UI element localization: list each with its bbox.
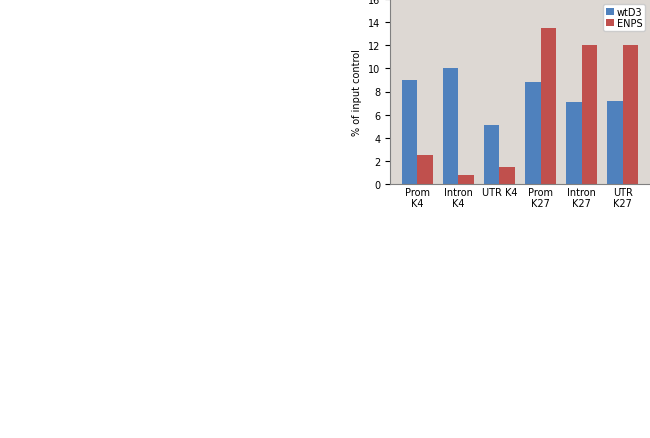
Bar <box>582 46 597 184</box>
Bar <box>443 69 458 184</box>
Bar <box>623 46 638 184</box>
Bar <box>484 126 499 184</box>
Bar <box>402 81 417 184</box>
Bar <box>541 29 556 184</box>
Bar <box>607 102 623 184</box>
Bar <box>499 167 515 184</box>
Bar <box>458 175 474 184</box>
Bar <box>566 102 582 184</box>
Legend: wtD3, ENPS: wtD3, ENPS <box>603 5 645 32</box>
Y-axis label: % of input control: % of input control <box>352 49 362 136</box>
Bar <box>525 83 541 184</box>
Bar <box>417 156 433 184</box>
